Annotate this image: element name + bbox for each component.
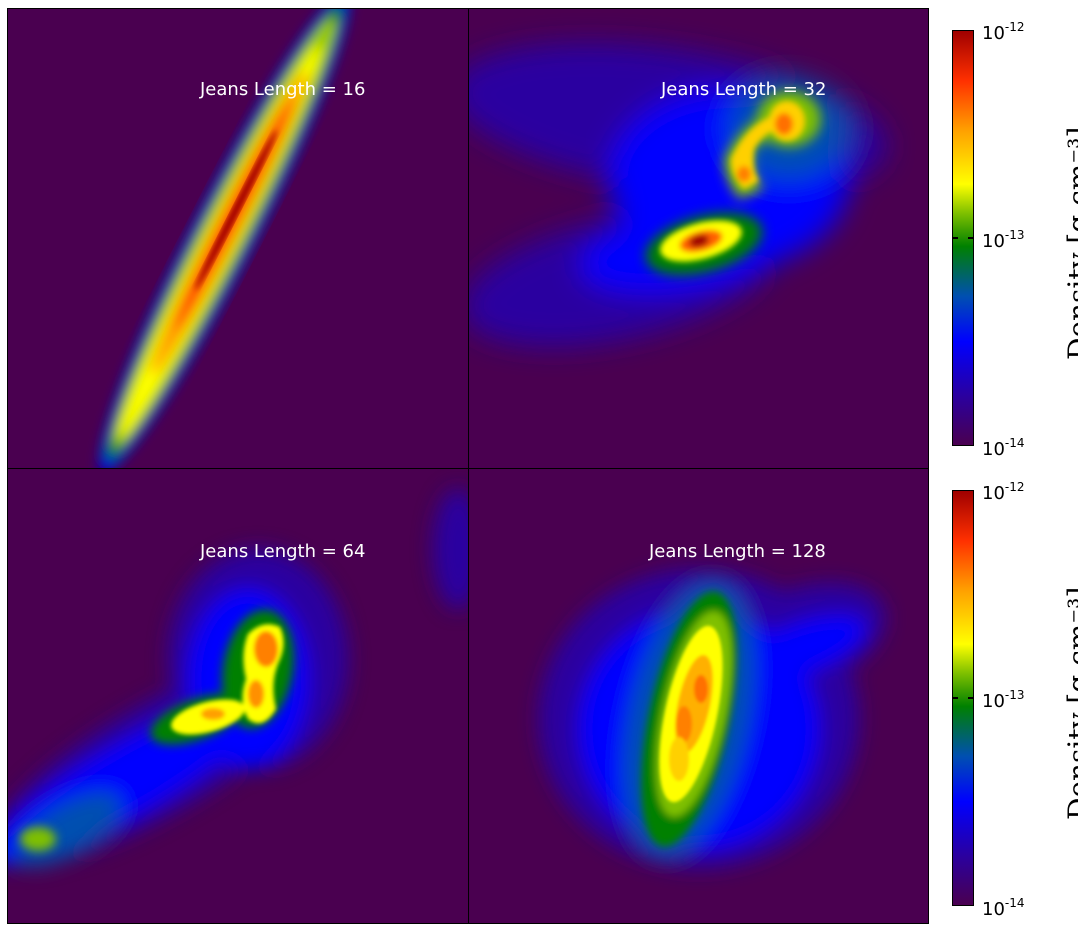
colorbar-tickmark bbox=[968, 697, 974, 699]
panel-jeans-32: Jeans Length = 32 bbox=[469, 9, 928, 469]
colorbar-label: Density [g cm⁻³] bbox=[1062, 126, 1078, 360]
colorbar-tickmark bbox=[968, 237, 974, 239]
density-map-16 bbox=[8, 9, 468, 468]
colorbar-tick-min: 10-14 bbox=[982, 436, 1025, 460]
panel-jeans-16: Jeans Length = 16 bbox=[8, 9, 469, 469]
colorbar-tickmark bbox=[952, 237, 958, 239]
density-map-32 bbox=[469, 9, 928, 468]
panel-jeans-64: Jeans Length = 64 bbox=[8, 469, 469, 923]
colorbar-label: Density [g cm⁻³] bbox=[1062, 586, 1078, 820]
panel-label: Jeans Length = 32 bbox=[661, 79, 827, 100]
panel-label: Jeans Length = 128 bbox=[649, 541, 826, 562]
density-map-128 bbox=[469, 469, 928, 923]
density-panel-grid: Jeans Length = 16 bbox=[7, 8, 929, 924]
colorbar-tick-mid: 10-13 bbox=[982, 688, 1025, 712]
colorbar-tick-mid: 10-13 bbox=[982, 228, 1025, 252]
panel-jeans-128: Jeans Length = 128 bbox=[469, 469, 928, 923]
colorbar-tick-max: 10-12 bbox=[982, 20, 1025, 44]
colorbar-tickmark bbox=[952, 697, 958, 699]
panel-label: Jeans Length = 16 bbox=[200, 79, 366, 100]
colorbar-tick-min: 10-14 bbox=[982, 896, 1025, 920]
density-map-64 bbox=[8, 469, 468, 923]
panel-label: Jeans Length = 64 bbox=[200, 541, 366, 562]
colorbar-tick-max: 10-12 bbox=[982, 480, 1025, 504]
